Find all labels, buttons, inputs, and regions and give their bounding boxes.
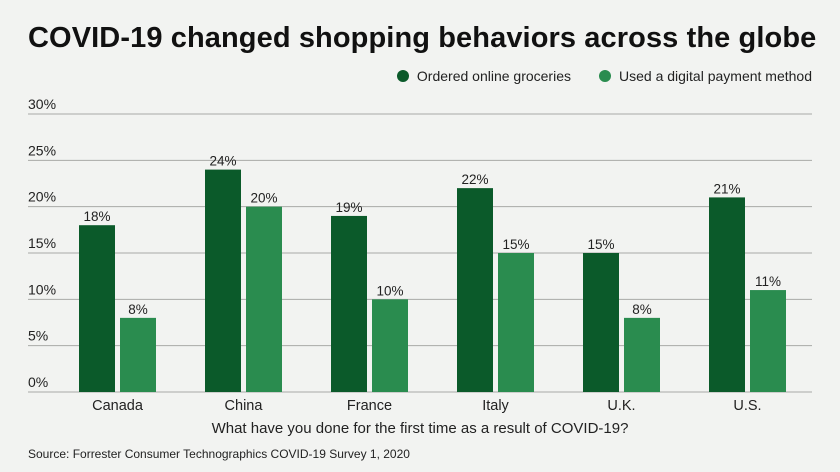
legend-swatch-series2 [599,70,611,82]
y-tick-label: 5% [28,328,48,344]
bar-digital-payment [498,253,534,392]
chart-title: COVID-19 changed shopping behaviors acro… [28,22,817,54]
data-label: 10% [376,283,403,298]
x-tick-label: U.K. [607,398,635,414]
data-label: 18% [83,209,110,224]
data-label: 24% [209,154,236,169]
bar-groceries [205,169,241,392]
y-tick-label: 20% [28,189,56,205]
legend-item-series2: Used a digital payment method [599,68,812,84]
x-tick-label: China [225,398,264,414]
bar-digital-payment [120,317,156,392]
bar-groceries [331,215,367,392]
legend-label-series1: Ordered online groceries [416,68,571,84]
x-tick-label: Canada [92,398,144,414]
bar-digital-payment [246,206,282,392]
bar-groceries [709,197,745,392]
bar-digital-payment [624,317,660,392]
data-label: 8% [128,302,148,317]
bar-digital-payment [372,299,408,392]
y-tick-label: 25% [28,142,56,158]
data-label: 22% [461,172,488,187]
legend-label-series2: Used a digital payment method [619,68,812,84]
x-tick-label: U.S. [733,398,761,414]
legend-item-series1: Ordered online groceries [396,68,571,84]
legend-swatch-series1 [396,70,409,82]
data-label: 15% [587,237,614,252]
data-label: 20% [250,191,277,206]
source-note: Source: Forrester Consumer Technographic… [28,447,410,461]
data-label: 19% [335,200,362,215]
bar-groceries [583,253,619,392]
data-label: 21% [713,181,740,196]
bar-groceries [79,225,115,392]
bar-groceries [457,188,493,392]
data-label: 8% [632,302,652,317]
bar-digital-payment [750,290,786,392]
bar-chart: 0% 5% 10% 15% 20% 25% 30% 18% 8% Canada 24% 20% Chin… [28,96,812,414]
x-axis-label: What have you done for the first time as… [211,420,629,437]
y-tick-label: 30% [28,96,56,112]
x-tick-label: Italy [482,398,509,414]
y-tick-label: 0% [28,374,48,390]
data-label: 15% [502,237,529,252]
y-tick-label: 15% [28,235,56,251]
data-label: 11% [755,274,781,289]
y-tick-label: 10% [28,281,56,297]
legend: Ordered online groceries Used a digital … [396,68,812,84]
x-tick-label: France [347,398,392,414]
